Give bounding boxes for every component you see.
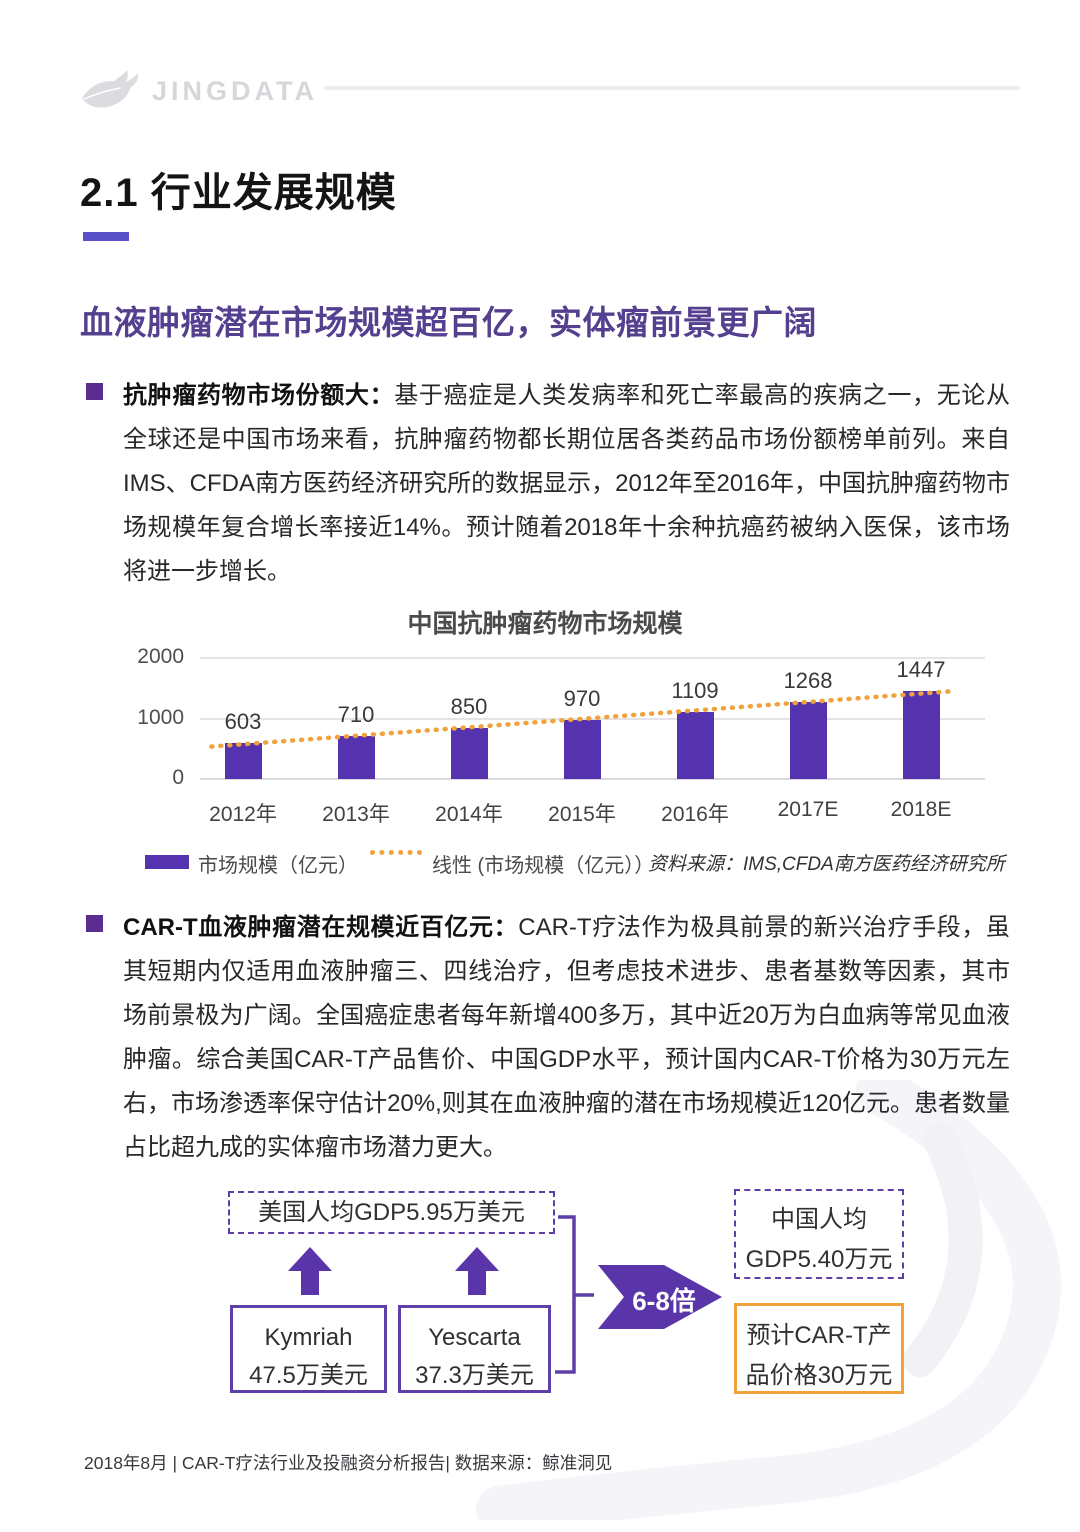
header: JINGDATA <box>80 66 1020 118</box>
price-comparison-diagram: 美国人均GDP5.95万美元 Kymriah 47.5万美元 Yescarta … <box>0 1185 1080 1405</box>
gridline <box>200 717 985 720</box>
bullet-item-cart-scale: CAR-T血液肿瘤潜在规模近百亿元：CAR-T疗法作为极具前景的新兴治疗手段，虽… <box>86 906 1010 1170</box>
chart-legend: 市场规模（亿元） 线性 (市场规模（亿元）） 资料来源：IMS,CFDA南方医药… <box>0 849 1080 879</box>
chart-title: 中国抗肿瘤药物市场规模 <box>407 610 683 638</box>
us-gdp-box: 美国人均GDP5.95万美元 <box>228 1191 555 1234</box>
bar <box>337 736 375 779</box>
chart-source: 资料来源：IMS,CFDA南方医药经济研究所 <box>648 854 1005 875</box>
bar <box>902 691 940 779</box>
diagram-shapes <box>288 1215 722 1374</box>
bar <box>450 727 488 779</box>
gridline <box>200 778 985 780</box>
y-tick-label: 1000 <box>137 705 184 729</box>
up-arrow-icon <box>288 1247 499 1295</box>
bullet-body: CAR-T疗法作为极具前景的新兴治疗手段，虽其短期内仅适用血液肿瘤三、四线治疗，… <box>123 914 1011 1161</box>
legend-line-swatch <box>370 850 422 863</box>
bar-value-label: 970 <box>563 686 601 712</box>
whale-logo-icon <box>82 70 139 108</box>
bar-value-label: 1268 <box>783 668 833 694</box>
x-tick-label: 2014年 <box>435 803 503 826</box>
china-gdp-box: 中国人均 GDP5.40万元 <box>734 1189 904 1279</box>
bar <box>563 720 601 779</box>
trendline <box>209 688 955 749</box>
cart-price-box: 预计CAR-T产 品价格30万元 <box>734 1303 904 1394</box>
section-title: 2.1 行业发展规模 <box>80 171 397 215</box>
chart-area: 中国抗肿瘤药物市场规模 603 710 850 970 1109 1268 1447 市场规… <box>0 598 1080 898</box>
bullet-lead: 抗肿瘤药物市场份额大： <box>123 382 395 409</box>
y-tick-label: 2000 <box>137 645 184 668</box>
bar <box>224 742 262 779</box>
legend-line-label: 线性 (市场规模（亿元）） <box>432 855 655 877</box>
x-tick-label: 2013年 <box>322 803 390 826</box>
headline: 血液肿瘤潜在市场规模超百亿，实体瘤前景更广阔 <box>80 304 817 341</box>
brand-text: JINGDATA <box>152 76 318 106</box>
bracket-shape <box>555 1215 594 1374</box>
x-tick-label: 2018E <box>890 798 952 821</box>
bar-value-label: 710 <box>337 702 375 728</box>
bullet-text: CAR-T血液肿瘤潜在规模近百亿元：CAR-T疗法作为极具前景的新兴治疗手段，虽… <box>123 906 1010 1170</box>
chart-plot: 603 710 850 970 1109 1268 1447 <box>200 657 985 780</box>
bar <box>676 711 714 779</box>
y-tick-label: 0 <box>172 766 184 789</box>
title-underline <box>83 232 129 241</box>
bullet-lead: CAR-T血液肿瘤潜在规模近百亿元： <box>123 914 519 941</box>
x-tick-label: 2017E <box>777 798 839 821</box>
bullet-marker <box>86 383 103 400</box>
bar-value-label: 1109 <box>671 677 719 703</box>
multiplier-label: 6-8倍 <box>632 1286 696 1316</box>
x-tick-label: 2012年 <box>209 803 277 826</box>
kymriah-box: Kymriah 47.5万美元 <box>230 1305 387 1393</box>
header-rule <box>324 86 1020 90</box>
bullet-body: 基于癌症是人类发病率和死亡率最高的疾病之一，无论从全球还是中国市场来看，抗肿瘤药… <box>123 382 1011 585</box>
footer-text: 2018年8月 | CAR-T疗法行业及投融资分析报告| 数据来源：鲸准洞见 <box>84 1453 613 1473</box>
bullet-item-market-share: 抗肿瘤药物市场份额大：基于癌症是人类发病率和死亡率最高的疾病之一，无论从全球还是… <box>86 374 1010 594</box>
bullet-text: 抗肿瘤药物市场份额大：基于癌症是人类发病率和死亡率最高的疾病之一，无论从全球还是… <box>123 374 1010 594</box>
multiplier-arrow-icon <box>598 1265 722 1329</box>
x-tick-label: 2015年 <box>548 803 616 826</box>
bar-value-label: 603 <box>224 708 262 734</box>
bar-value-label: 850 <box>450 693 488 719</box>
legend-bar-swatch <box>145 855 189 869</box>
gridline <box>200 657 985 659</box>
bullet-marker <box>86 915 103 932</box>
legend-bar-label: 市场规模（亿元） <box>198 855 358 877</box>
bar <box>789 702 827 779</box>
x-tick-label: 2016年 <box>661 803 729 826</box>
bar-value-label: 1447 <box>896 657 946 683</box>
yescarta-box: Yescarta 37.3万美元 <box>398 1305 551 1393</box>
